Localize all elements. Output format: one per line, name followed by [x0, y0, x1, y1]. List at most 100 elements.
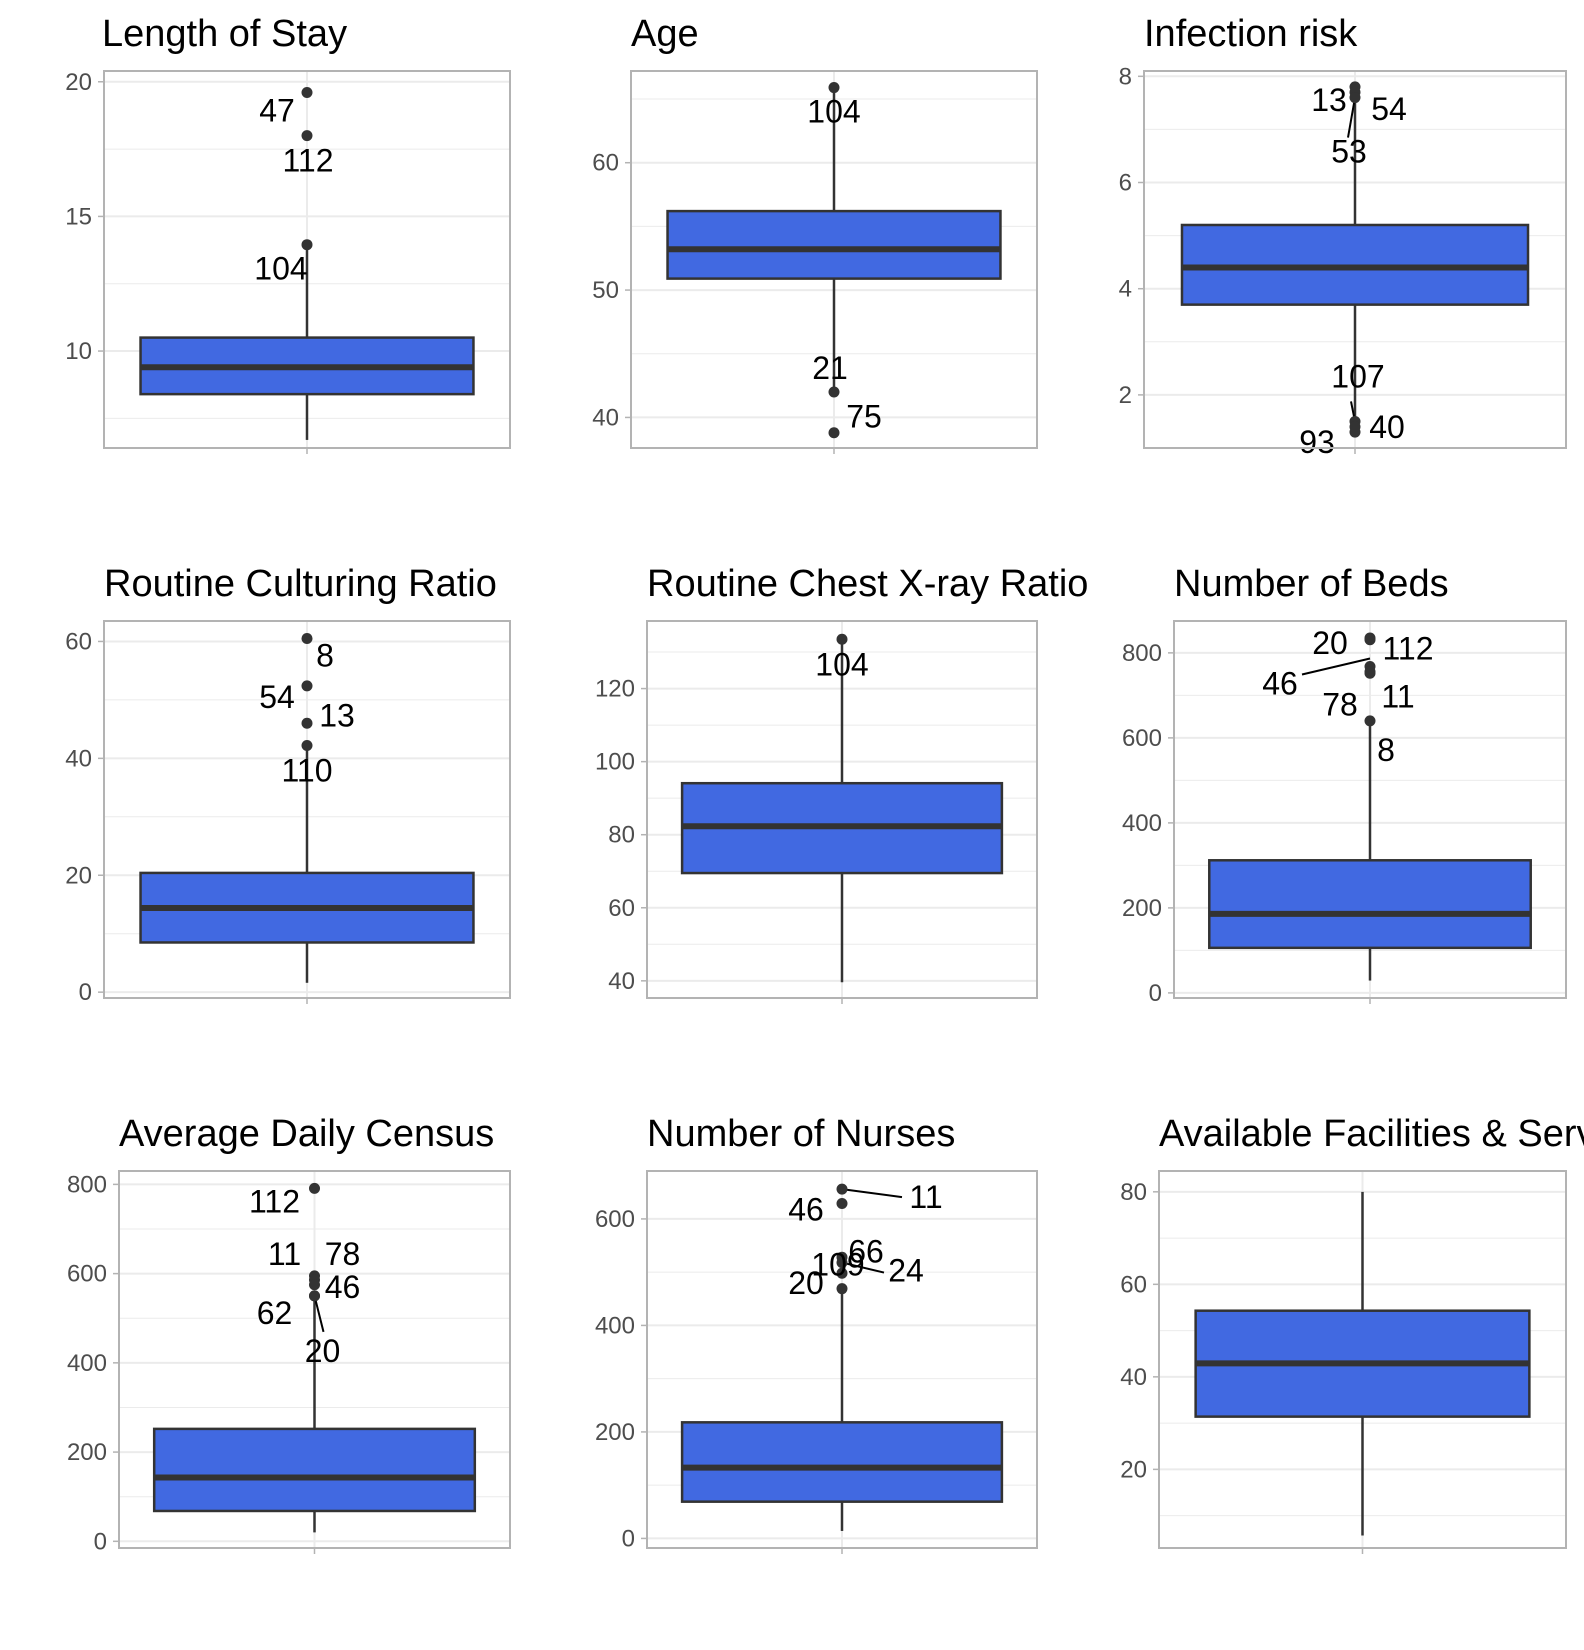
y-tick-label: 40 — [592, 404, 619, 431]
iqr-box — [1208, 859, 1532, 950]
outlier-point — [1349, 421, 1361, 433]
boxplot-panel: Routine Culturing Ratio 0 20 40 60 8 54 13 110 — [65, 563, 511, 1006]
y-tick-label: 20 — [65, 862, 92, 889]
outlier-point — [1349, 92, 1361, 104]
outlier-label: 66 — [848, 1233, 884, 1269]
outlier-label: 46 — [788, 1191, 824, 1227]
outlier-label: 11 — [909, 1179, 942, 1215]
y-tick-label: 15 — [65, 203, 92, 230]
y-tick-label: 20 — [1120, 1456, 1147, 1483]
panel-title: Number of Beds — [1174, 563, 1449, 605]
outlier-label: 112 — [282, 143, 333, 179]
outlier-point — [836, 1283, 848, 1295]
outlier-label: 13 — [319, 697, 355, 733]
outlier-label: 104 — [807, 94, 860, 130]
outlier-label: 107 — [1331, 358, 1384, 394]
outlier-point — [836, 1197, 848, 1209]
y-tick-label: 10 — [65, 338, 92, 365]
outlier-label: 112 — [249, 1183, 300, 1219]
outlier-point — [301, 633, 313, 645]
panel-title: Infection risk — [1144, 13, 1358, 55]
boxplot-panel: Number of Beds 0 200 400 600 800 20 112 46 78 11 8 — [1122, 563, 1567, 1007]
outlier-label: 112 — [1382, 631, 1433, 667]
iqr-box — [680, 1421, 1004, 1503]
panel-title: Age — [631, 13, 699, 55]
y-tick-label: 6 — [1119, 170, 1132, 197]
panel-border — [1173, 620, 1567, 999]
panel-title: Routine Chest X-ray Ratio — [647, 563, 1088, 605]
y-tick-label: 0 — [1149, 980, 1162, 1007]
y-tick-label: 400 — [67, 1350, 107, 1377]
y-tick-label: 0 — [622, 1525, 635, 1552]
outlier-label: 40 — [1369, 409, 1405, 445]
outlier-leader-line — [1301, 657, 1371, 676]
y-tick-label: 200 — [67, 1439, 107, 1466]
y-tick-label: 60 — [65, 628, 92, 655]
outlier-label: 110 — [281, 752, 332, 788]
y-tick-label: 40 — [1120, 1364, 1147, 1391]
y-tick-label: 100 — [595, 749, 635, 776]
outlier-point — [309, 1182, 320, 1194]
iqr-box — [666, 209, 1002, 280]
outlier-point — [828, 386, 840, 398]
y-tick-label: 600 — [1122, 725, 1162, 752]
outlier-label: 11 — [1381, 678, 1414, 714]
y-tick-label: 4 — [1119, 276, 1132, 303]
outlier-label: 13 — [1311, 82, 1347, 118]
y-tick-label: 200 — [1122, 895, 1162, 922]
outlier-point — [1364, 667, 1376, 679]
outlier-leader-line — [841, 1261, 885, 1274]
outlier-label: 8 — [1377, 732, 1395, 768]
boxplot-panel: Age 40 50 60 104 21 75 — [592, 13, 1038, 454]
outlier-point — [828, 82, 840, 94]
panel-border — [646, 1170, 1038, 1549]
y-tick-label: 2 — [1119, 382, 1132, 409]
outlier-leader-line — [841, 1188, 903, 1199]
y-tick-label: 400 — [1122, 810, 1162, 837]
panel-border — [630, 70, 1038, 449]
boxplot-panel: Routine Chest X-ray Ratio 40 60 80 100 120 104 — [595, 563, 1088, 1004]
y-tick-label: 60 — [1120, 1271, 1147, 1298]
outlier-label: 109 — [811, 1247, 864, 1283]
outlier-point — [309, 1279, 320, 1291]
panel-title: Length of Stay — [102, 13, 347, 55]
outlier-point — [301, 680, 313, 692]
outlier-label: 75 — [846, 399, 882, 435]
boxplot-panel: Average Daily Census 0 200 400 600 800 112 11 78… — [67, 1113, 511, 1555]
y-tick-label: 400 — [595, 1312, 635, 1339]
y-tick-label: 8 — [1119, 63, 1132, 90]
outlier-point — [301, 87, 313, 99]
y-tick-label: 600 — [67, 1261, 107, 1288]
panel-title: Routine Culturing Ratio — [104, 563, 497, 605]
outlier-leader-line — [1347, 97, 1356, 138]
outlier-point — [836, 1257, 848, 1269]
outlier-label: 78 — [325, 1236, 361, 1272]
y-tick-label: 80 — [1120, 1179, 1147, 1206]
outlier-label: 104 — [815, 646, 868, 682]
outlier-label: 20 — [788, 1265, 824, 1301]
y-tick-label: 0 — [94, 1528, 107, 1555]
outlier-point — [836, 633, 848, 645]
y-tick-label: 40 — [65, 745, 92, 772]
outlier-point — [1364, 715, 1376, 727]
y-tick-label: 80 — [608, 822, 635, 849]
outlier-point — [301, 739, 313, 751]
y-tick-label: 40 — [608, 968, 635, 995]
outlier-label: 93 — [1299, 424, 1335, 460]
y-tick-label: 800 — [67, 1171, 107, 1198]
outlier-label: 53 — [1331, 134, 1367, 170]
iqr-box — [152, 1427, 477, 1513]
y-tick-label: 60 — [608, 895, 635, 922]
outlier-label: 46 — [1262, 665, 1298, 701]
panel-title: Number of Nurses — [647, 1113, 955, 1155]
outlier-label: 104 — [254, 251, 307, 287]
panel-border — [1158, 1170, 1567, 1549]
panel-border — [1143, 70, 1567, 449]
y-tick-label: 600 — [595, 1206, 635, 1233]
outlier-label: 62 — [257, 1295, 293, 1331]
y-tick-label: 200 — [595, 1419, 635, 1446]
boxplot-panel: Available Facilities & Services 20 40 60 80 — [1120, 1113, 1584, 1554]
